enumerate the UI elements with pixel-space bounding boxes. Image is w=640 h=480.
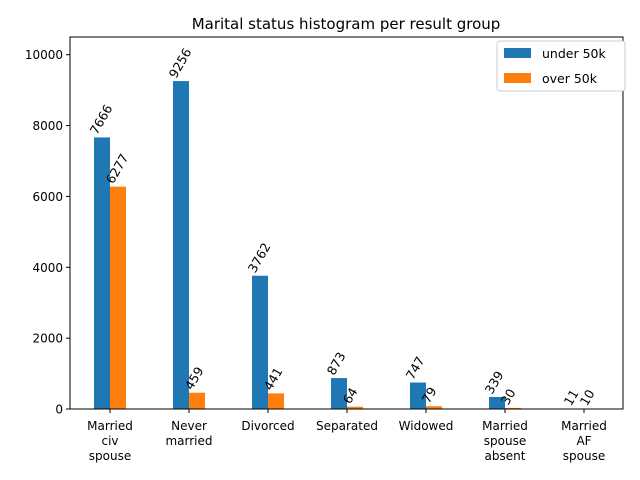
bar-under-50k-separated xyxy=(331,378,347,409)
x-tick-label-divorced: Divorced xyxy=(241,419,294,433)
x-tick-label-married-spouse-absent: Married spouse absent xyxy=(482,419,528,463)
y-tick-label-4000: 4000 xyxy=(32,261,63,275)
chart-title: Marital status histogram per result grou… xyxy=(192,15,501,33)
bar-over-50k-divorced xyxy=(268,393,284,409)
bar-under-50k-widowed xyxy=(410,382,426,409)
bars-group xyxy=(94,81,600,409)
data-label-under-50k-widowed: 747 xyxy=(403,354,428,382)
x-tick-label-married-civ-spouse: Married civ spouse xyxy=(87,419,133,463)
legend-label-under-50k: under 50k xyxy=(542,46,606,61)
data-label-under-50k-divorced: 3762 xyxy=(245,240,274,275)
data-label-over-50k-separated: 64 xyxy=(340,385,361,406)
y-tick-label-0: 0 xyxy=(55,403,63,417)
y-tick-label-6000: 6000 xyxy=(32,190,63,204)
axes-group: Married civ spouse Never married Divorced Sepa… xyxy=(25,36,624,463)
data-label-over-50k-married-af-spouse: 10 xyxy=(577,387,598,408)
data-label-under-50k-never-married: 9256 xyxy=(166,45,195,80)
y-tick-label-8000: 8000 xyxy=(32,119,63,133)
x-tick-label-widowed: Widowed xyxy=(399,419,454,433)
legend-label-over-50k: over 50k xyxy=(542,71,598,86)
bar-over-50k-never-married xyxy=(189,392,205,409)
y-tick-label-2000: 2000 xyxy=(32,332,63,346)
bar-over-50k-married-civ-spouse xyxy=(110,186,126,409)
bar-under-50k-married-civ-spouse xyxy=(94,137,110,409)
bar-over-50k-married-spouse-absent xyxy=(505,407,521,409)
y-tick-label-10000: 10000 xyxy=(25,48,63,62)
bar-under-50k-never-married xyxy=(173,81,189,409)
data-label-under-50k-separated: 873 xyxy=(324,349,349,377)
legend: under 50k over 50k xyxy=(496,40,626,92)
plot-frame xyxy=(69,36,624,410)
data-label-over-50k-widowed: 79 xyxy=(419,384,440,405)
legend-swatch-over-50k xyxy=(504,73,531,83)
bar-over-50k-widowed xyxy=(426,406,442,409)
bar-under-50k-divorced xyxy=(252,275,268,409)
x-tick-label-separated: Separated xyxy=(316,419,378,433)
x-tick-label-never-married: Never married xyxy=(165,419,212,448)
bar-over-50k-separated xyxy=(347,406,363,409)
data-label-under-50k-married-af-spouse: 11 xyxy=(561,387,582,408)
x-tick-label-married-af-spouse: Married AF spouse xyxy=(561,419,607,463)
data-label-over-50k-married-spouse-absent: 30 xyxy=(498,386,519,407)
bar-under-50k-married-spouse-absent xyxy=(489,396,505,409)
data-label-under-50k-married-civ-spouse: 7666 xyxy=(87,102,116,137)
legend-swatch-under-50k xyxy=(504,48,531,58)
